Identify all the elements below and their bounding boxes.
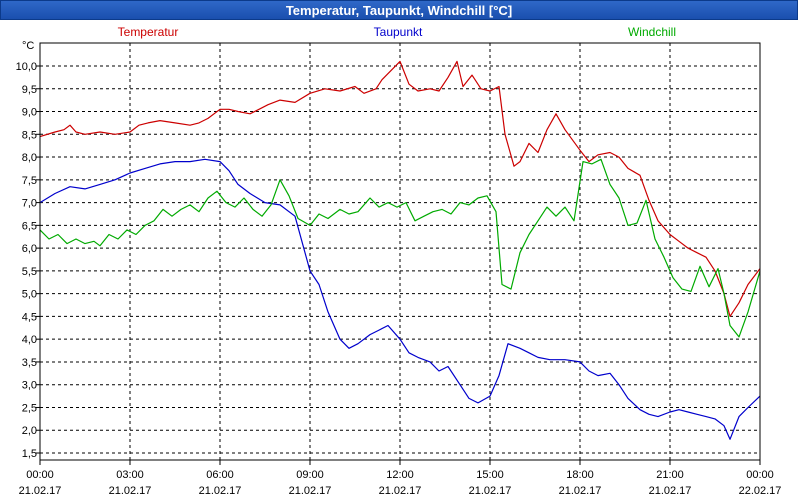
legend-windchill: Windchill bbox=[628, 25, 676, 39]
y-tick-label: 7,0 bbox=[22, 198, 37, 210]
axis-labels-layer: 10,0 9,5 9,0 8,5 8,0 7,5 7,0 6,5 6,0 5,5 5,0 4,5 4,0… bbox=[16, 61, 782, 497]
y-tick-label: 5,5 bbox=[22, 266, 37, 278]
x-tick-time: 06:00 bbox=[206, 469, 234, 481]
y-tick-label: 2,5 bbox=[22, 402, 37, 414]
y-tick-label: 6,5 bbox=[22, 220, 37, 232]
x-tick-time: 15:00 bbox=[476, 469, 504, 481]
window-title: Temperatur, Taupunkt, Windchill [°C] bbox=[0, 0, 798, 20]
x-tick-time: 18:00 bbox=[566, 469, 594, 481]
y-tick-label: 6,0 bbox=[22, 243, 37, 255]
legend-temperatur: Temperatur bbox=[118, 25, 179, 39]
y-tick-label: 9,0 bbox=[22, 107, 37, 119]
series-layer bbox=[39, 60, 761, 440]
y-tick-label: 2,0 bbox=[22, 425, 37, 437]
x-tick-date: 21.02.17 bbox=[469, 485, 512, 497]
x-tick-time: 00:00 bbox=[26, 469, 54, 481]
series-line-temperatur bbox=[39, 60, 761, 317]
x-tick-time: 09:00 bbox=[296, 469, 324, 481]
x-tick-time: 12:00 bbox=[386, 469, 414, 481]
y-tick-label: 8,5 bbox=[22, 129, 37, 141]
y-tick-label: 3,5 bbox=[22, 357, 37, 369]
x-tick-date: 22.02.17 bbox=[739, 485, 782, 497]
y-tick-label: 3,0 bbox=[22, 380, 37, 392]
x-tick-date: 21.02.17 bbox=[19, 485, 62, 497]
y-tick-label: 1,5 bbox=[22, 448, 37, 460]
x-tick-date: 21.02.17 bbox=[109, 485, 152, 497]
x-tick-date: 21.02.17 bbox=[559, 485, 602, 497]
legend-taupunkt: Taupunkt bbox=[374, 25, 423, 39]
series-line-taupunkt bbox=[39, 158, 761, 440]
x-tick-date: 21.02.17 bbox=[289, 485, 332, 497]
x-tick-time: 21:00 bbox=[656, 469, 684, 481]
x-tick-date: 21.02.17 bbox=[379, 485, 422, 497]
y-tick-label: 10,0 bbox=[16, 61, 37, 73]
x-tick-date: 21.02.17 bbox=[199, 485, 242, 497]
x-tick-time: 00:00 bbox=[746, 469, 774, 481]
series-line-windchill bbox=[39, 158, 761, 338]
y-tick-label: 9,5 bbox=[22, 84, 37, 96]
y-axis-unit: °C bbox=[22, 40, 34, 52]
y-tick-label: 5,0 bbox=[22, 289, 37, 301]
grid-layer bbox=[36, 43, 761, 465]
y-tick-label: 4,5 bbox=[22, 311, 37, 323]
x-tick-time: 03:00 bbox=[116, 469, 144, 481]
x-tick-date: 21.02.17 bbox=[649, 485, 692, 497]
y-tick-label: 7,5 bbox=[22, 175, 37, 187]
plot-frame bbox=[39, 42, 761, 461]
y-tick-label: 8,0 bbox=[22, 152, 37, 164]
y-tick-label: 4,0 bbox=[22, 334, 37, 346]
